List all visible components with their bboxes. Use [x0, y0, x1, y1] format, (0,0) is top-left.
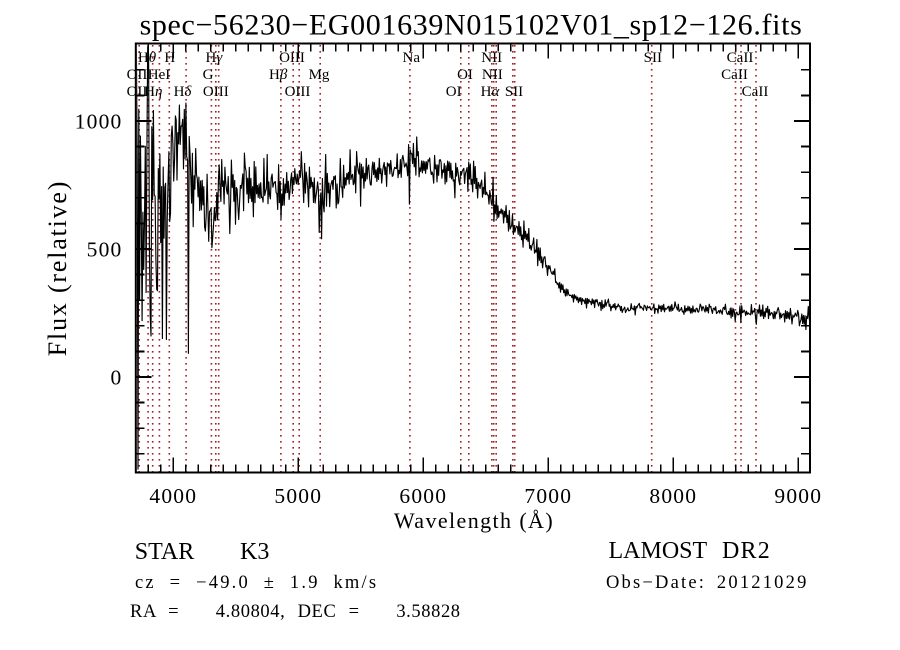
svg-text:OIII: OIII: [285, 84, 311, 100]
svg-text:0: 0: [111, 366, 123, 390]
svg-text:STAR: STAR: [135, 539, 194, 565]
svg-text:NII: NII: [481, 50, 502, 66]
svg-text:spec−56230−EG001639N015102V01_: spec−56230−EG001639N015102V01_sp12−126.f…: [140, 9, 803, 42]
svg-text:Hδ: Hδ: [174, 84, 193, 100]
svg-text:OI: OI: [446, 84, 462, 100]
svg-text:Hα: Hα: [481, 84, 501, 100]
svg-text:HeI: HeI: [148, 67, 171, 83]
svg-text:G: G: [203, 67, 214, 83]
svg-text:OIII: OIII: [279, 50, 305, 66]
svg-text:500: 500: [87, 238, 123, 262]
svg-text:7000: 7000: [524, 484, 572, 508]
svg-text:CaII: CaII: [721, 67, 748, 83]
svg-text:OII: OII: [127, 67, 148, 83]
svg-text:cz = −49.0 ± 1.9 km/s: cz = −49.0 ± 1.9 km/s: [135, 573, 378, 593]
svg-text:4000: 4000: [149, 484, 197, 508]
svg-text:Mg: Mg: [309, 67, 330, 83]
svg-text:9000: 9000: [774, 484, 822, 508]
svg-text:Flux (relative): Flux (relative): [43, 180, 72, 356]
svg-text:SII: SII: [505, 84, 523, 100]
svg-text:Hγ: Hγ: [206, 50, 224, 66]
svg-text:Na: Na: [403, 50, 421, 66]
svg-text:8000: 8000: [649, 484, 697, 508]
svg-text:LAMOST: LAMOST: [609, 538, 708, 564]
svg-text:NII: NII: [482, 67, 503, 83]
svg-text:CaII: CaII: [742, 84, 769, 100]
svg-text:H: H: [164, 50, 175, 66]
svg-text:K3: K3: [240, 539, 269, 565]
svg-text:Obs−Date: 20121029: Obs−Date: 20121029: [606, 573, 809, 593]
svg-text:SII: SII: [644, 50, 662, 66]
svg-text:1000: 1000: [75, 110, 123, 134]
svg-text:5000: 5000: [274, 484, 322, 508]
svg-text:Hβ: Hβ: [269, 67, 288, 83]
svg-text:OII: OII: [127, 84, 148, 100]
svg-text:6000: 6000: [399, 484, 447, 508]
svg-text:DR2: DR2: [722, 538, 771, 564]
svg-text:OIII: OIII: [203, 84, 229, 100]
svg-text:Wavelength (Å): Wavelength (Å): [394, 508, 554, 533]
svg-text:Hθ: Hθ: [138, 50, 157, 66]
svg-text:OI: OI: [457, 67, 473, 83]
svg-text:Hη: Hη: [144, 84, 162, 100]
svg-text:RA = 4.80804, DEC = 3.5882: RA = 4.80804, DEC = 3.58828: [130, 602, 461, 622]
svg-text:CaII: CaII: [727, 50, 754, 66]
